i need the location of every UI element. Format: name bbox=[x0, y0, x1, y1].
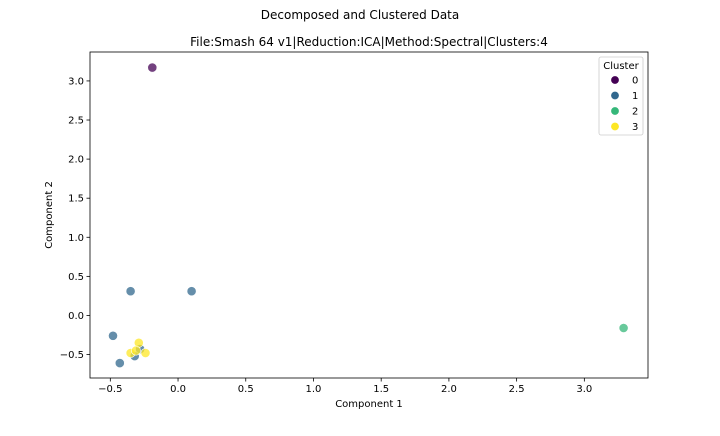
y-tick-label: −0.5 bbox=[60, 350, 84, 361]
y-tick-label: 0.5 bbox=[68, 272, 84, 283]
y-axis-label: Component 2 bbox=[44, 181, 55, 249]
data-point-1 bbox=[125, 286, 136, 297]
legend-label-0: 0 bbox=[632, 76, 638, 87]
data-point-3 bbox=[108, 330, 118, 341]
legend-marker-1 bbox=[611, 91, 619, 100]
figure-suptitle: Decomposed and Clustered Data bbox=[261, 8, 459, 22]
x-axis-label: Component 1 bbox=[335, 399, 403, 410]
legend-marker-0 bbox=[611, 76, 619, 84]
y-tick-label: 0.0 bbox=[68, 311, 84, 322]
x-tick-label: 1.0 bbox=[306, 384, 322, 395]
data-point-2 bbox=[186, 286, 197, 297]
legend-marker-3 bbox=[611, 122, 619, 131]
data-point-7 bbox=[618, 323, 629, 333]
legend: Cluster 0 1 2 3 bbox=[598, 56, 644, 136]
legend-marker-2 bbox=[611, 107, 619, 115]
y-tick-label: 1.0 bbox=[68, 233, 84, 244]
legend-frame bbox=[598, 56, 644, 136]
y-tick-label: 3.0 bbox=[68, 76, 84, 87]
x-axis: −0.5 0.0 0.5 1.0 1.5 2.0 2.5 3.0 bbox=[98, 378, 592, 395]
x-tick-label: −0.5 bbox=[98, 384, 122, 395]
data-point-4 bbox=[114, 358, 125, 368]
legend-label-2: 2 bbox=[632, 107, 638, 118]
legend-title: Cluster bbox=[603, 61, 639, 72]
y-tick-label: 1.5 bbox=[68, 194, 84, 205]
y-axis: −0.5 0.0 0.5 1.0 1.5 2.0 2.5 3.0 bbox=[60, 76, 90, 361]
legend-label-1: 1 bbox=[632, 91, 638, 102]
x-tick-label: 3.0 bbox=[576, 384, 592, 395]
x-tick-label: 2.5 bbox=[509, 384, 525, 395]
plot-marks bbox=[108, 62, 629, 368]
x-tick-label: 0.5 bbox=[238, 384, 254, 395]
plot-frame bbox=[89, 51, 649, 379]
legend-label-3: 3 bbox=[632, 122, 638, 133]
data-point-0 bbox=[147, 62, 158, 73]
data-point-9 bbox=[140, 348, 151, 358]
x-tick-label: 2.0 bbox=[441, 384, 457, 395]
y-tick-label: 2.5 bbox=[68, 116, 84, 127]
chart-title: File:Smash 64 v1|Reduction:ICA|Method:Sp… bbox=[190, 35, 548, 49]
x-tick-label: 0.0 bbox=[170, 384, 186, 395]
data-point-11 bbox=[131, 345, 141, 356]
x-tick-label: 1.5 bbox=[373, 384, 389, 395]
y-tick-label: 2.0 bbox=[68, 155, 84, 166]
